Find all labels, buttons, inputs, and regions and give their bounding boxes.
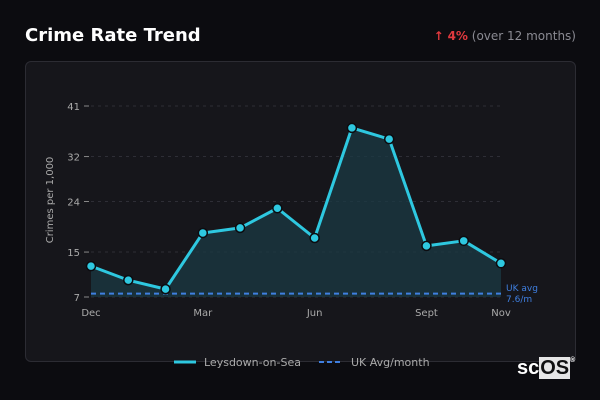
series-line xyxy=(90,126,502,291)
data-point xyxy=(160,283,171,295)
data-point xyxy=(123,274,134,286)
y-tick-label: 7 xyxy=(74,293,80,304)
y-tick-label: 15 xyxy=(67,248,80,259)
data-point xyxy=(421,240,432,252)
x-tick-label: Mar xyxy=(193,308,213,319)
legend-label-uk-average: UK Avg/month xyxy=(351,356,430,369)
y-tick-label: 41 xyxy=(67,102,80,113)
x-tick-label: Jun xyxy=(306,308,323,319)
data-point xyxy=(85,260,97,272)
x-tick-label: Sept xyxy=(415,308,438,319)
y-tick-label: 24 xyxy=(67,198,80,209)
logo: scOS® xyxy=(517,357,576,379)
arrow-up-icon: ↑ xyxy=(433,29,444,43)
change-period: (over 12 months) xyxy=(471,29,576,43)
x-tick-label: Dec xyxy=(81,308,100,319)
data-point xyxy=(383,133,395,145)
series-area xyxy=(91,127,501,298)
y-axis-label: Crimes per 1,000 xyxy=(45,157,56,244)
data-point xyxy=(309,232,320,244)
data-point xyxy=(458,235,469,247)
x-tick-label: Nov xyxy=(491,308,511,319)
data-point xyxy=(197,227,209,239)
legend-label-series: Leysdown-on-Sea xyxy=(204,356,301,369)
data-point xyxy=(234,222,246,234)
trend-change: ↑ 4% (over 12 months) xyxy=(434,29,576,43)
change-value: 4% xyxy=(447,29,468,43)
chart-card xyxy=(25,61,576,362)
y-tick-label: 32 xyxy=(67,153,80,164)
data-point xyxy=(272,202,283,214)
uk-average-label: UK avg xyxy=(506,284,538,294)
page-title: Crime Rate Trend xyxy=(25,25,201,46)
data-point xyxy=(346,122,358,134)
data-point xyxy=(495,258,507,269)
uk-average-value: 7.6/m xyxy=(506,295,532,305)
